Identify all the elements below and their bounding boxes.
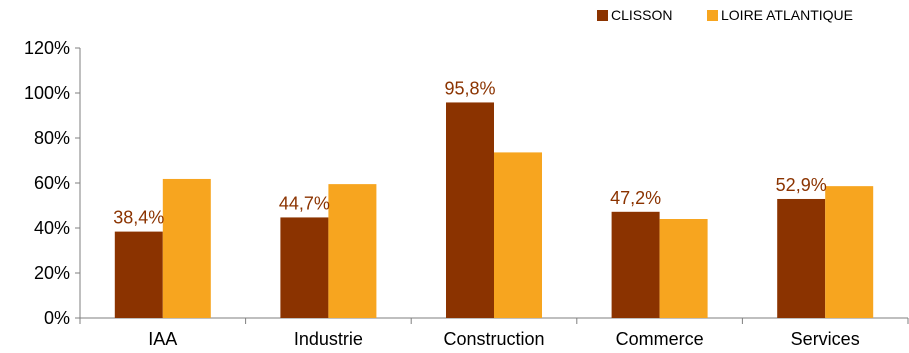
data-label: 47,2% — [610, 188, 661, 208]
y-tick-label: 80% — [34, 128, 70, 148]
legend: CLISSON LOIRE ATLANTIQUE — [597, 7, 853, 23]
legend-label: LOIRE ATLANTIQUE — [721, 7, 853, 23]
y-tick-label: 0% — [44, 308, 70, 328]
y-tick-label: 60% — [34, 173, 70, 193]
x-tick-label: Commerce — [616, 329, 704, 349]
legend-swatch — [707, 10, 718, 21]
bar-clisson — [777, 198, 826, 318]
bar-loire-atlantique — [825, 186, 874, 318]
bar-loire-atlantique — [659, 219, 708, 318]
bar-loire-atlantique — [162, 178, 211, 318]
legend-swatch — [597, 10, 608, 21]
x-tick-label: IAA — [148, 329, 177, 349]
y-tick-label: 40% — [34, 218, 70, 238]
data-label: 52,9% — [776, 175, 827, 195]
data-label: 95,8% — [444, 78, 495, 98]
bar-clisson — [280, 217, 329, 318]
bar-clisson — [611, 211, 660, 318]
x-tick-label: Industrie — [294, 329, 363, 349]
legend-label: CLISSON — [611, 7, 672, 23]
data-label: 44,7% — [279, 193, 330, 213]
y-tick-label: 100% — [24, 83, 70, 103]
bars — [114, 102, 874, 318]
x-tick-label: Construction — [443, 329, 544, 349]
bar-clisson — [446, 102, 494, 318]
y-axis: 0% 20% 40% 60% 80% 100% 120% — [24, 38, 81, 328]
data-labels: 38,4% 44,7% 95,8% 47,2% 52,9% — [113, 78, 826, 227]
x-axis: IAA Industrie Construction Commerce Services — [79, 317, 909, 349]
bar-loire-atlantique — [328, 184, 377, 318]
bar-loire-atlantique — [494, 152, 542, 318]
data-label: 38,4% — [113, 208, 164, 228]
x-tick-label: Services — [791, 329, 860, 349]
y-tick-label: 20% — [34, 263, 70, 283]
y-tick-label: 120% — [24, 38, 70, 58]
bar-clisson — [114, 231, 163, 318]
